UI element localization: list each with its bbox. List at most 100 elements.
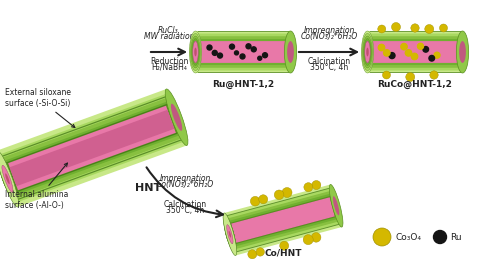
- Ellipse shape: [364, 38, 371, 65]
- Circle shape: [418, 43, 424, 49]
- FancyBboxPatch shape: [368, 34, 462, 70]
- Polygon shape: [231, 197, 335, 243]
- Circle shape: [392, 22, 400, 31]
- Ellipse shape: [190, 31, 202, 73]
- Text: 350°C, 4h: 350°C, 4h: [166, 206, 204, 215]
- FancyBboxPatch shape: [368, 41, 462, 63]
- Circle shape: [246, 44, 251, 49]
- Bar: [198, 31, 288, 32]
- Ellipse shape: [191, 36, 200, 68]
- Circle shape: [218, 53, 222, 58]
- FancyBboxPatch shape: [196, 36, 290, 68]
- Circle shape: [406, 50, 411, 56]
- Polygon shape: [236, 224, 339, 252]
- Ellipse shape: [366, 48, 368, 56]
- Text: Co/HNT: Co/HNT: [264, 248, 302, 257]
- FancyBboxPatch shape: [372, 41, 458, 63]
- Ellipse shape: [284, 31, 296, 73]
- Circle shape: [207, 45, 212, 50]
- FancyBboxPatch shape: [368, 39, 462, 65]
- Circle shape: [373, 228, 391, 246]
- Ellipse shape: [0, 159, 16, 199]
- Text: Calcination: Calcination: [164, 200, 206, 209]
- Circle shape: [303, 235, 313, 245]
- Ellipse shape: [224, 219, 235, 250]
- Circle shape: [262, 53, 268, 58]
- Polygon shape: [2, 103, 182, 193]
- Text: External siloxane
surface (-Si-O-Si): External siloxane surface (-Si-O-Si): [5, 88, 75, 127]
- Polygon shape: [0, 89, 187, 207]
- Circle shape: [430, 71, 438, 79]
- Text: HNT: HNT: [135, 183, 161, 193]
- Polygon shape: [225, 188, 341, 252]
- Text: Internal alumina
surface (-Al-O-): Internal alumina surface (-Al-O-): [5, 163, 68, 210]
- Ellipse shape: [330, 185, 343, 227]
- Polygon shape: [226, 193, 340, 247]
- Circle shape: [250, 196, 260, 206]
- Ellipse shape: [287, 41, 294, 63]
- Ellipse shape: [223, 213, 236, 256]
- FancyBboxPatch shape: [196, 31, 290, 73]
- Circle shape: [258, 195, 268, 204]
- Polygon shape: [8, 106, 176, 190]
- Circle shape: [258, 56, 262, 60]
- Circle shape: [423, 47, 428, 52]
- FancyBboxPatch shape: [196, 39, 290, 65]
- Circle shape: [234, 51, 238, 55]
- Polygon shape: [18, 139, 182, 200]
- Polygon shape: [0, 93, 186, 203]
- Ellipse shape: [228, 231, 231, 238]
- Text: H₂/NaBH₄: H₂/NaBH₄: [151, 63, 187, 72]
- Circle shape: [382, 71, 390, 79]
- Polygon shape: [8, 111, 172, 171]
- Circle shape: [429, 56, 434, 61]
- Circle shape: [240, 54, 245, 59]
- Polygon shape: [230, 197, 332, 225]
- Text: Co(NO₃)₂*6H₂O: Co(NO₃)₂*6H₂O: [300, 32, 358, 41]
- Circle shape: [434, 52, 440, 58]
- Text: Impregnation: Impregnation: [160, 174, 210, 183]
- Polygon shape: [227, 188, 330, 216]
- Polygon shape: [234, 215, 336, 243]
- FancyBboxPatch shape: [196, 34, 290, 70]
- Polygon shape: [227, 195, 339, 245]
- FancyBboxPatch shape: [368, 44, 462, 60]
- Ellipse shape: [190, 34, 201, 70]
- Ellipse shape: [192, 38, 199, 65]
- Circle shape: [389, 53, 395, 59]
- Ellipse shape: [456, 31, 468, 73]
- Circle shape: [312, 180, 321, 189]
- Polygon shape: [232, 206, 334, 234]
- Polygon shape: [224, 185, 342, 256]
- Polygon shape: [5, 103, 168, 164]
- Circle shape: [425, 24, 434, 34]
- Text: 350°C, 4h: 350°C, 4h: [310, 63, 348, 72]
- Circle shape: [412, 53, 418, 60]
- Polygon shape: [226, 191, 340, 250]
- Circle shape: [256, 248, 264, 256]
- Polygon shape: [0, 97, 184, 199]
- Polygon shape: [10, 110, 174, 186]
- Ellipse shape: [333, 196, 340, 215]
- Circle shape: [411, 24, 419, 32]
- Text: Co₃O₄: Co₃O₄: [395, 233, 421, 241]
- Text: RuCo@HNT-1,2: RuCo@HNT-1,2: [378, 80, 452, 89]
- Bar: [198, 72, 288, 73]
- Text: Ru: Ru: [450, 233, 462, 241]
- FancyBboxPatch shape: [196, 41, 290, 63]
- Ellipse shape: [171, 104, 182, 131]
- Circle shape: [230, 44, 234, 49]
- Text: RuCl₃,: RuCl₃,: [158, 26, 180, 35]
- Circle shape: [280, 241, 288, 250]
- Text: Impregnation: Impregnation: [304, 26, 354, 35]
- Circle shape: [440, 24, 448, 32]
- Polygon shape: [16, 132, 179, 193]
- Circle shape: [406, 73, 415, 82]
- Circle shape: [282, 188, 292, 198]
- Circle shape: [312, 233, 321, 242]
- Ellipse shape: [225, 221, 235, 247]
- Ellipse shape: [192, 41, 198, 63]
- FancyBboxPatch shape: [368, 31, 462, 73]
- Ellipse shape: [5, 173, 10, 184]
- FancyBboxPatch shape: [368, 36, 462, 68]
